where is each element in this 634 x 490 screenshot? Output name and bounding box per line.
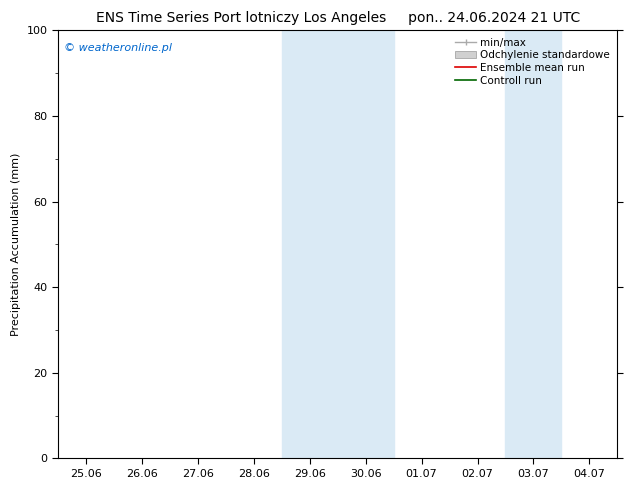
Legend: min/max, Odchylenie standardowe, Ensemble mean run, Controll run: min/max, Odchylenie standardowe, Ensembl…	[453, 36, 612, 88]
Text: © weatheronline.pl: © weatheronline.pl	[63, 43, 172, 53]
Bar	[338, 30, 394, 459]
Bar	[505, 30, 562, 459]
Y-axis label: Precipitation Accumulation (mm): Precipitation Accumulation (mm)	[11, 153, 21, 336]
Title: ENS Time Series Port lotniczy Los Angeles     pon.. 24.06.2024 21 UTC: ENS Time Series Port lotniczy Los Angele…	[96, 11, 580, 25]
Bar	[281, 30, 338, 459]
